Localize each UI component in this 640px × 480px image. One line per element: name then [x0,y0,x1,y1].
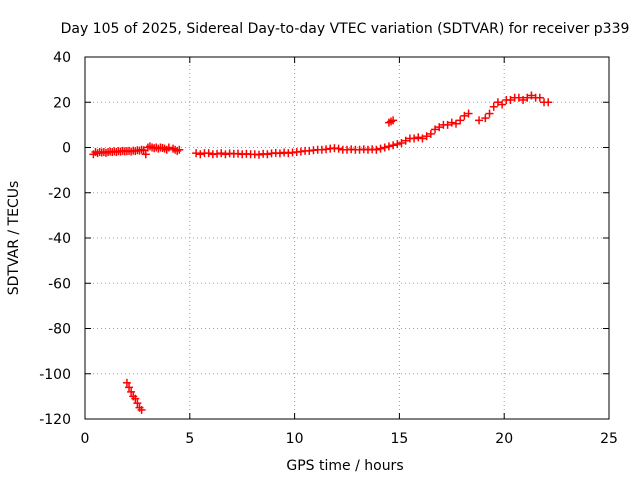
data-point [527,91,536,100]
data-point [544,98,553,107]
data-point [401,136,410,145]
data-point [384,142,393,151]
data-point [389,141,398,150]
data-point [475,116,484,125]
data-point [334,144,343,153]
y-tick-label: -80 [48,322,71,338]
data-point [376,144,385,153]
data-point [204,149,213,158]
data-point [535,93,544,102]
data-point [139,146,148,155]
data-point [221,150,230,159]
y-tick-label: -60 [48,276,71,292]
data-point [514,93,523,102]
data-point [464,109,473,118]
data-point [275,149,284,158]
data-point [397,138,406,147]
axes: 0 5 10 15 20 25 -120 -100 -80 -60 -40 -20 0 20 40 [39,50,618,447]
data-point [414,133,423,142]
data-point [393,140,402,149]
plot-frame [84,56,610,420]
data-point [127,387,136,396]
data-point [481,114,490,123]
y-tick-label: -100 [39,367,71,383]
data-point [372,145,381,154]
data-point [122,378,131,387]
data-point [175,145,184,154]
data-point [489,102,498,111]
data-point [498,100,507,109]
data-point [426,129,435,138]
data-point [141,150,150,159]
y-tick-label: -40 [48,231,71,247]
data-point [493,98,502,107]
data-point [435,123,444,132]
x-tick-label: 25 [600,431,618,447]
x-tick-label: 5 [185,431,194,447]
data-point [125,383,134,392]
data-point [133,399,142,408]
data-point [523,93,532,102]
data-point [254,150,263,159]
data-point [451,119,460,128]
x-tick-label: 0 [81,431,90,447]
y-tick-label: 40 [53,50,71,66]
x-tick-label: 20 [495,431,513,447]
data-point [131,394,140,403]
data-point [506,95,515,104]
data-point [263,150,272,159]
data-point [460,111,469,120]
data-point [443,120,452,129]
data-point [447,118,456,127]
data-point [217,149,226,158]
data-point [164,143,173,152]
data-points [89,91,553,414]
y-axis-label: SDTVAR / TECUs [6,181,22,296]
data-point [410,134,419,143]
y-tick-label: -120 [39,412,71,428]
data-point [519,95,528,104]
data-point [422,132,431,141]
x-tick-label: 10 [286,431,304,447]
grid [85,57,609,419]
y-tick-label: 20 [53,95,71,111]
y-tick-label: 0 [62,141,71,157]
chart-title: Day 105 of 2025, Sidereal Day-to-day VTE… [61,21,630,37]
data-point [380,143,389,152]
data-point [485,109,494,118]
data-point [431,125,440,134]
data-point [456,116,465,125]
data-point [196,150,205,159]
data-point [418,134,427,143]
data-point [137,405,146,414]
x-tick-label: 15 [390,431,408,447]
y-tick-label: -20 [48,186,71,202]
data-point [192,149,201,158]
data-point [389,116,398,125]
x-axis-label: GPS time / hours [286,458,403,474]
